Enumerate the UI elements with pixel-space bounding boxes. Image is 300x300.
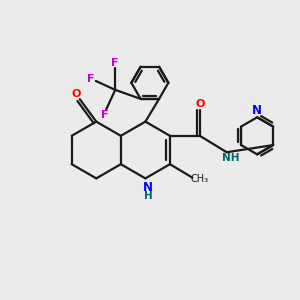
Text: N: N — [252, 104, 262, 117]
Text: H: H — [144, 191, 153, 201]
Text: F: F — [87, 74, 94, 84]
Text: CH₃: CH₃ — [191, 174, 209, 184]
Text: F: F — [101, 110, 109, 120]
Text: O: O — [195, 99, 205, 109]
Text: N: N — [143, 182, 153, 194]
Text: O: O — [72, 89, 81, 99]
Text: NH: NH — [222, 153, 240, 163]
Text: F: F — [112, 58, 119, 68]
